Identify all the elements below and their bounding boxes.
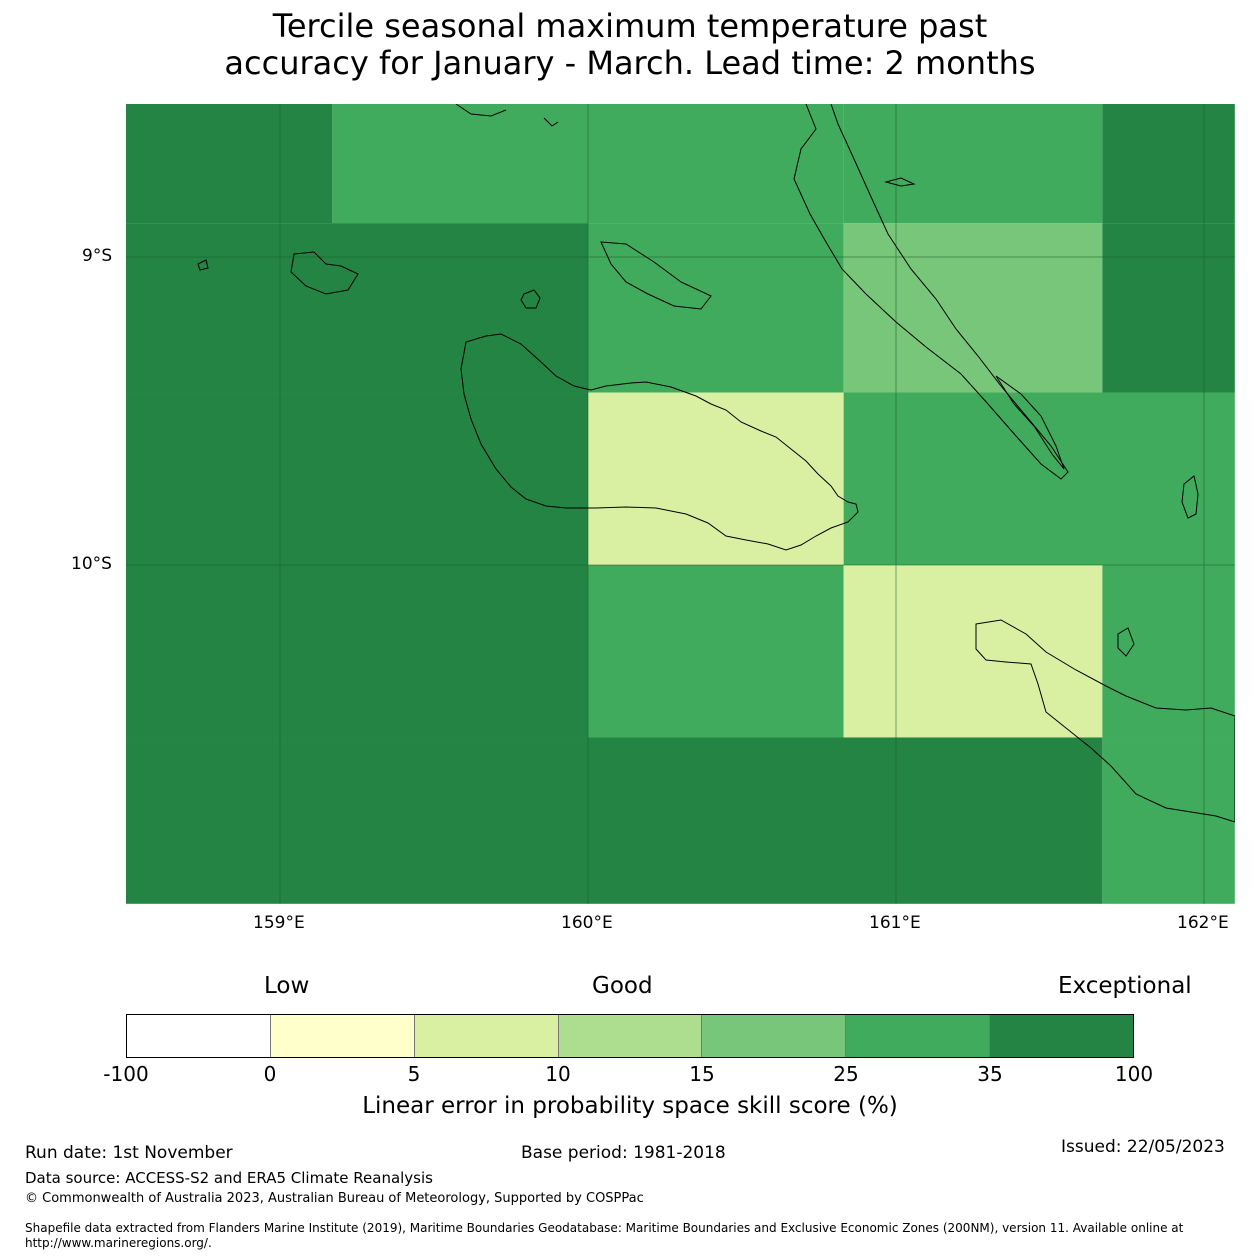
- colorbar-swatch-2: [414, 1015, 559, 1057]
- skill-cell-5[interactable]: [126, 223, 588, 393]
- shapefile-credit-line-1: Shapefile data extracted from Flanders M…: [25, 1221, 1184, 1235]
- skill-cell-14[interactable]: [843, 565, 1103, 738]
- skill-cell-10[interactable]: [588, 392, 844, 565]
- skill-cell-15[interactable]: [1102, 565, 1235, 738]
- colorbar-tick-label: 10: [545, 1062, 571, 1086]
- skill-cell-4[interactable]: [1102, 104, 1235, 224]
- skill-cell-17[interactable]: [1102, 737, 1235, 904]
- colorbar-tick-label: 15: [689, 1062, 715, 1086]
- skill-cells-layer: [126, 104, 1235, 904]
- colorbar-tick-label: -100: [103, 1062, 149, 1086]
- lat-label-10s: 10°S: [71, 554, 112, 574]
- skill-cell-2[interactable]: [588, 104, 844, 224]
- skill-cell-9[interactable]: [126, 392, 588, 565]
- coastline-florida-islands: [600, 241, 712, 310]
- coastline-mbasakana: [884, 177, 916, 187]
- legend-word-good: Good: [592, 973, 653, 999]
- coastline-small-island: [1117, 627, 1135, 657]
- legend-word-exceptional: Exceptional: [1058, 973, 1192, 999]
- colorbar-swatch-6: [990, 1015, 1134, 1057]
- coastline-makira: [975, 619, 1235, 823]
- map-title: Tercile seasonal maximum temperature pas…: [0, 8, 1260, 82]
- lon-label-159e: 159°E: [253, 913, 305, 933]
- skill-cell-8[interactable]: [1102, 223, 1235, 393]
- lon-label-162e: 162°E: [1177, 913, 1229, 933]
- map-panel[interactable]: [126, 104, 1235, 904]
- lon-label-161e: 161°E: [869, 913, 921, 933]
- skill-cell-7[interactable]: [843, 223, 1103, 393]
- colorbar-tick-label: 0: [263, 1062, 277, 1086]
- coastline-malaita: [793, 104, 1069, 480]
- skill-cell-11[interactable]: [843, 392, 1235, 565]
- skill-cell-16[interactable]: [126, 737, 1103, 904]
- skill-cell-1[interactable]: [332, 104, 588, 224]
- coastline-russell-islands: [290, 251, 359, 295]
- colorbar-swatch-5: [846, 1015, 991, 1057]
- coastline-savo: [520, 289, 541, 309]
- map-title-line-1: Tercile seasonal maximum temperature pas…: [272, 7, 988, 45]
- lon-label-160e: 160°E: [561, 913, 613, 933]
- data-source: Data source: ACCESS-S2 and ERA5 Climate …: [25, 1169, 433, 1187]
- colorbar-swatch-3: [558, 1015, 703, 1057]
- colorbar-tick-label: 100: [1114, 1062, 1154, 1086]
- coastlines: [197, 104, 1235, 823]
- skill-cell-6[interactable]: [588, 223, 844, 393]
- coastline-guadalcanal: [460, 333, 859, 551]
- colorbar-label: Linear error in probability space skill …: [362, 1093, 898, 1119]
- map-title-line-2: accuracy for January - March. Lead time:…: [224, 44, 1036, 82]
- legend-word-low: Low: [264, 973, 310, 999]
- copyright: © Commonwealth of Australia 2023, Austra…: [25, 1191, 644, 1206]
- issued-date: Issued: 22/05/2023: [1061, 1137, 1225, 1157]
- colorbar: [126, 1014, 1134, 1058]
- coastline-north-islets: [455, 104, 559, 127]
- colorbar-swatch-4: [702, 1015, 847, 1057]
- skill-cell-12[interactable]: [126, 565, 588, 738]
- skill-cell-13[interactable]: [588, 565, 844, 738]
- coastline-west-islet: [197, 259, 209, 271]
- colorbar-tick-label: 25: [833, 1062, 859, 1086]
- run-date: Run date: 1st November: [25, 1143, 233, 1163]
- colorbar-swatch-0: [127, 1015, 271, 1057]
- coastline-maramasike: [995, 375, 1065, 470]
- lat-label-9s: 9°S: [82, 246, 113, 266]
- base-period: Base period: 1981-2018: [521, 1143, 726, 1163]
- shapefile-credit-line-2: http://www.marineregions.org/.: [25, 1236, 212, 1250]
- coastline-ulawa: [1181, 475, 1199, 519]
- skill-cell-0[interactable]: [126, 104, 333, 224]
- gridlines: [126, 104, 1235, 904]
- skill-cell-3[interactable]: [843, 104, 1103, 224]
- colorbar-tick-label: 5: [407, 1062, 421, 1086]
- colorbar-swatch-1: [270, 1015, 415, 1057]
- map-canvas[interactable]: [126, 104, 1235, 904]
- colorbar-tick-label: 35: [977, 1062, 1003, 1086]
